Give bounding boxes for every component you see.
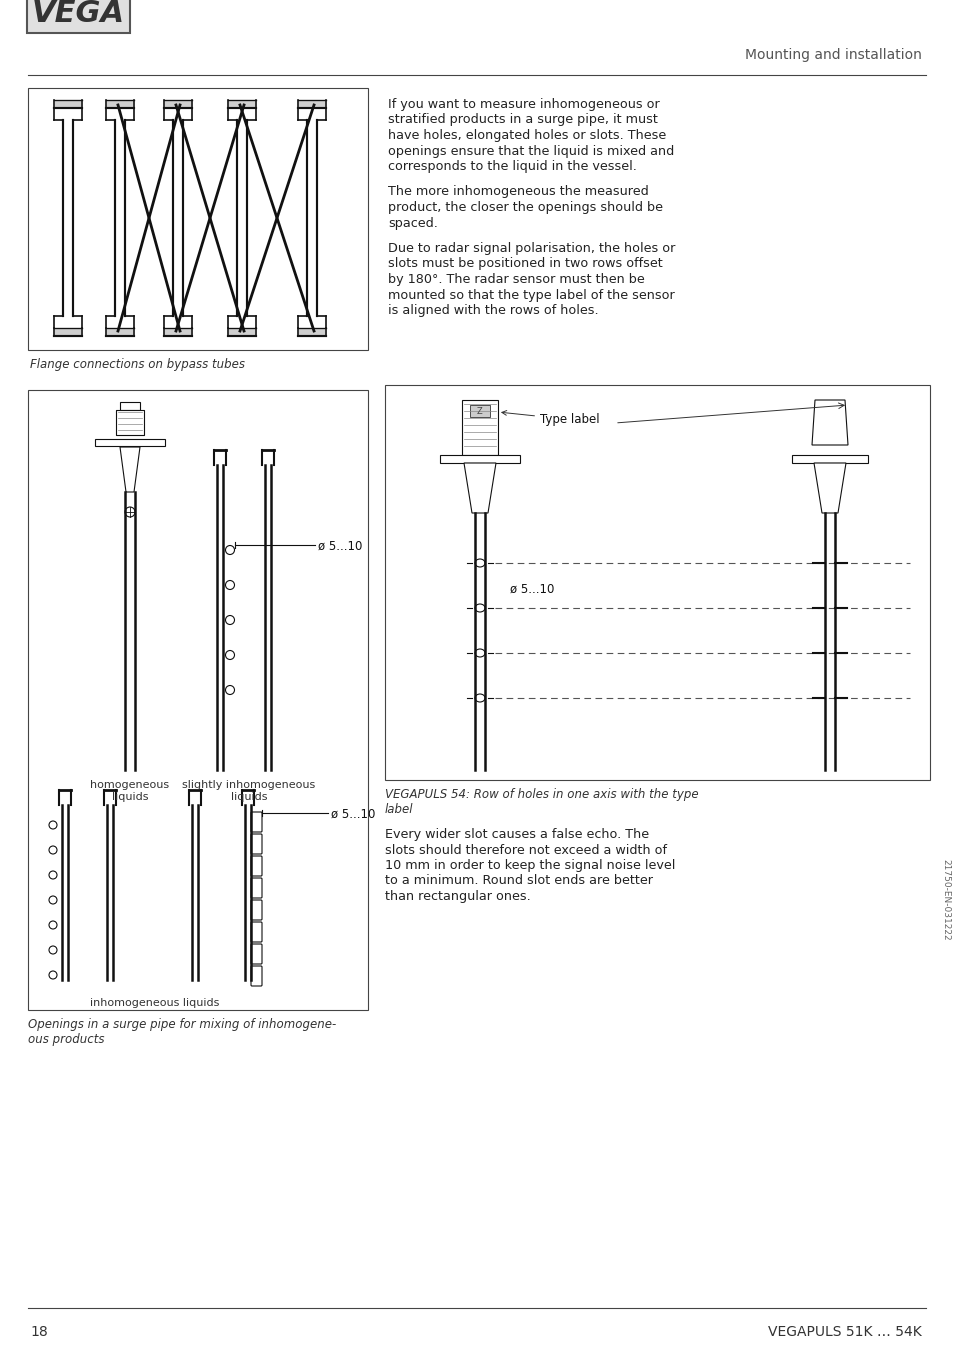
Circle shape <box>49 846 57 854</box>
FancyBboxPatch shape <box>251 900 262 919</box>
Bar <box>116 425 144 430</box>
Bar <box>116 410 144 435</box>
Text: Type label: Type label <box>501 411 599 426</box>
Bar <box>298 100 325 108</box>
Circle shape <box>49 896 57 904</box>
Text: ø 5...10: ø 5...10 <box>331 807 375 821</box>
Circle shape <box>225 580 234 589</box>
Text: 21750-EN-031222: 21750-EN-031222 <box>941 859 949 941</box>
Bar <box>55 329 81 337</box>
Text: mounted so that the type label of the sensor: mounted so that the type label of the se… <box>388 288 674 301</box>
Polygon shape <box>120 448 140 492</box>
Bar <box>229 329 254 337</box>
Bar <box>107 100 132 108</box>
Circle shape <box>225 545 234 554</box>
Text: ø 5...10: ø 5...10 <box>317 539 362 553</box>
Circle shape <box>49 871 57 879</box>
Bar <box>55 100 81 108</box>
FancyBboxPatch shape <box>251 834 262 854</box>
Bar <box>28 389 368 1010</box>
Text: inhomogeneous liquids: inhomogeneous liquids <box>91 998 219 1009</box>
Bar <box>229 100 254 108</box>
Text: ø 5...10: ø 5...10 <box>510 583 554 596</box>
Text: to a minimum. Round slot ends are better: to a minimum. Round slot ends are better <box>385 875 652 887</box>
Bar <box>116 420 144 425</box>
FancyBboxPatch shape <box>251 965 262 986</box>
Text: corresponds to the liquid in the vessel.: corresponds to the liquid in the vessel. <box>388 160 637 173</box>
FancyBboxPatch shape <box>251 922 262 942</box>
Ellipse shape <box>475 694 484 702</box>
Bar <box>28 88 368 350</box>
Text: Due to radar signal polarisation, the holes or: Due to radar signal polarisation, the ho… <box>388 242 675 256</box>
Text: is aligned with the rows of holes.: is aligned with the rows of holes. <box>388 304 598 316</box>
Text: spaced.: spaced. <box>388 216 437 230</box>
Text: slightly inhomogeneous
liquids: slightly inhomogeneous liquids <box>182 780 315 802</box>
Polygon shape <box>463 462 496 512</box>
Text: Openings in a surge pipe for mixing of inhomogene-
ous products: Openings in a surge pipe for mixing of i… <box>28 1018 335 1046</box>
Text: stratified products in a surge pipe, it must: stratified products in a surge pipe, it … <box>388 114 658 127</box>
Text: openings ensure that the liquid is mixed and: openings ensure that the liquid is mixed… <box>388 145 674 157</box>
Circle shape <box>225 650 234 660</box>
Text: 10 mm in order to keep the signal noise level: 10 mm in order to keep the signal noise … <box>385 859 675 872</box>
Text: product, the closer the openings should be: product, the closer the openings should … <box>388 201 662 214</box>
Bar <box>116 410 144 415</box>
Circle shape <box>49 921 57 929</box>
Circle shape <box>125 507 135 516</box>
Bar <box>470 406 490 416</box>
Bar <box>461 400 497 456</box>
Ellipse shape <box>475 604 484 612</box>
Bar <box>116 415 144 420</box>
Circle shape <box>49 821 57 829</box>
Text: slots should therefore not exceed a width of: slots should therefore not exceed a widt… <box>385 844 666 857</box>
Text: VEGAPULS 51K … 54K: VEGAPULS 51K … 54K <box>767 1325 921 1338</box>
Text: have holes, elongated holes or slots. These: have holes, elongated holes or slots. Th… <box>388 128 665 142</box>
Circle shape <box>225 615 234 625</box>
Circle shape <box>49 971 57 979</box>
Circle shape <box>225 685 234 695</box>
Polygon shape <box>813 462 845 512</box>
Circle shape <box>49 946 57 955</box>
Text: VEGA: VEGA <box>32 0 125 28</box>
Bar <box>385 385 929 780</box>
FancyBboxPatch shape <box>251 813 262 831</box>
FancyBboxPatch shape <box>251 856 262 876</box>
Text: slots must be positioned in two rows offset: slots must be positioned in two rows off… <box>388 257 662 270</box>
Ellipse shape <box>475 649 484 657</box>
Bar <box>439 456 519 462</box>
Text: VEGAPULS 54: Row of holes in one axis with the type
label: VEGAPULS 54: Row of holes in one axis wi… <box>385 788 698 817</box>
Text: The more inhomogeneous the measured: The more inhomogeneous the measured <box>388 185 648 199</box>
FancyBboxPatch shape <box>251 877 262 898</box>
Bar <box>791 456 867 462</box>
Bar <box>120 402 140 410</box>
Text: Flange connections on bypass tubes: Flange connections on bypass tubes <box>30 358 245 370</box>
Bar <box>165 329 191 337</box>
Text: than rectangular ones.: than rectangular ones. <box>385 890 530 903</box>
Polygon shape <box>811 400 847 445</box>
Text: If you want to measure inhomogeneous or: If you want to measure inhomogeneous or <box>388 97 659 111</box>
Text: homogeneous
liquids: homogeneous liquids <box>91 780 170 802</box>
Bar <box>116 430 144 435</box>
Bar <box>107 329 132 337</box>
Text: 18: 18 <box>30 1325 48 1338</box>
Text: by 180°. The radar sensor must then be: by 180°. The radar sensor must then be <box>388 273 644 287</box>
Text: Z: Z <box>476 407 482 415</box>
Bar <box>298 329 325 337</box>
Bar <box>95 439 165 446</box>
Bar <box>165 100 191 108</box>
FancyBboxPatch shape <box>251 944 262 964</box>
Text: Every wider slot causes a false echo. The: Every wider slot causes a false echo. Th… <box>385 827 648 841</box>
Text: Mounting and installation: Mounting and installation <box>744 49 921 62</box>
Ellipse shape <box>475 558 484 566</box>
